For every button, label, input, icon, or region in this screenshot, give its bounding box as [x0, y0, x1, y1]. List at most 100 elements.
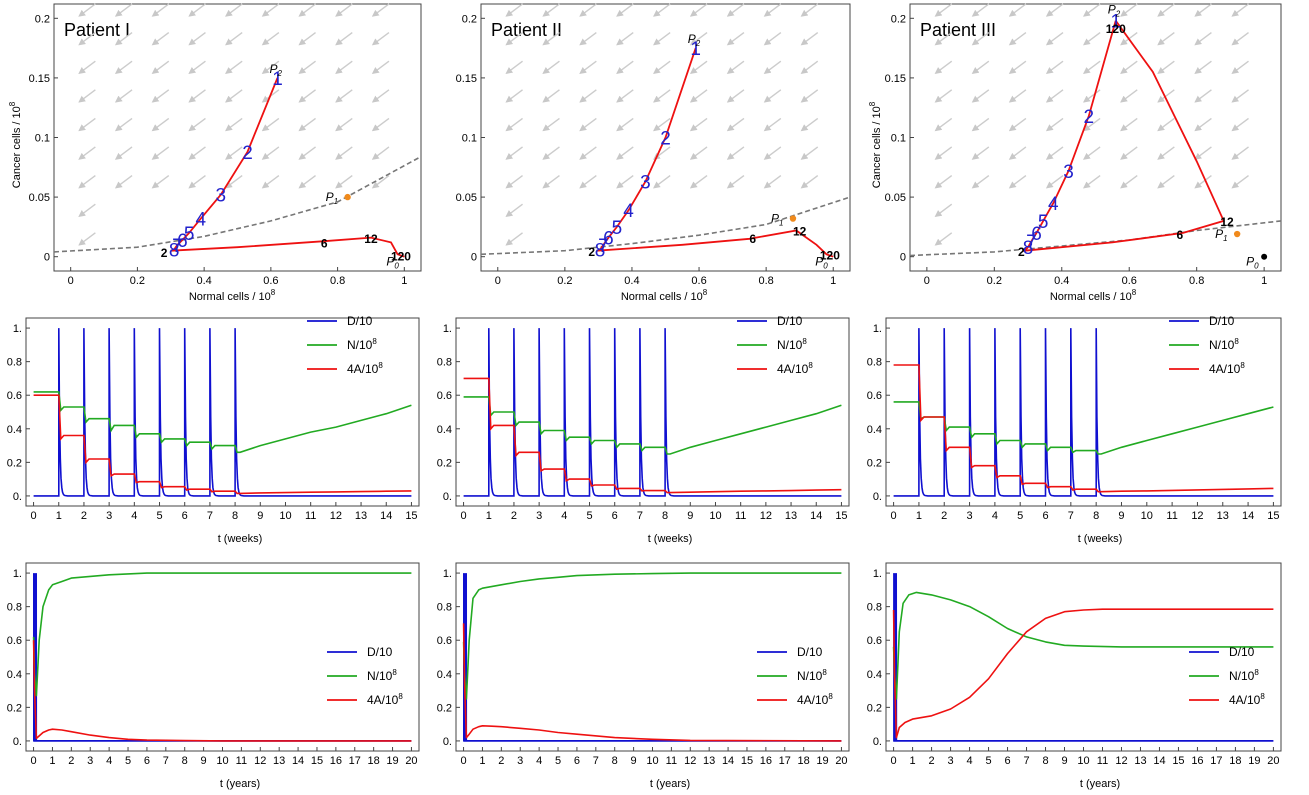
legend-label: 4A/108	[1209, 361, 1245, 376]
y-tick-label: 0.4	[437, 669, 452, 681]
x-tick-label: 0	[891, 755, 897, 767]
plot-frame	[455, 562, 850, 752]
stream-arrow	[763, 3, 782, 17]
stream-arrow	[689, 60, 708, 75]
y-tick-label: 0.2	[437, 457, 452, 469]
x-tick-label: 17	[349, 755, 361, 767]
plot-frame	[25, 562, 420, 752]
x-tick-label: 0.8	[330, 275, 345, 287]
stream-arrow	[78, 146, 96, 160]
stream-arrow	[188, 146, 206, 160]
x-tick-label: 0.6	[691, 275, 706, 287]
y-tick-label: 0.8	[867, 357, 882, 369]
y-tick-label: 0.4	[7, 424, 22, 436]
legend-label: N/108	[797, 668, 827, 683]
normal-cells-series	[32, 572, 412, 697]
stream-arrow	[1231, 117, 1249, 132]
stream-arrow	[1045, 175, 1064, 189]
stream-field	[934, 3, 1249, 246]
stream-arrow	[800, 3, 819, 17]
week-marker: 2	[1083, 107, 1094, 128]
x-tick-label: 8	[662, 510, 668, 522]
stream-arrow	[653, 175, 671, 189]
stream-arrow	[298, 89, 316, 103]
week-marker: 3	[640, 173, 651, 194]
time-marker: 6	[1176, 228, 1183, 242]
week-marker: 7	[1026, 232, 1037, 253]
phase-title-2: Patient II	[491, 20, 562, 40]
stream-arrow	[335, 146, 353, 160]
x-tick-label: 7	[593, 755, 599, 767]
stream-arrow	[542, 89, 560, 103]
plot-frame	[25, 317, 420, 507]
fixed-point-p1	[344, 193, 351, 201]
years-xlabel-2: t (years)	[650, 778, 690, 790]
x-tick-label: 3	[966, 510, 972, 522]
y-tick-label: 0.2	[867, 457, 882, 469]
x-tick-label: 4	[561, 510, 567, 522]
stream-arrow	[1231, 89, 1249, 103]
x-tick-label: 6	[1042, 510, 1048, 522]
legend-label-exp: 8	[372, 337, 377, 346]
stream-arrow	[298, 146, 316, 160]
x-tick-label: 13	[1217, 510, 1229, 522]
separatrix-line	[53, 155, 422, 253]
stream-arrow	[1120, 89, 1138, 103]
x-tick-label: 6	[1004, 755, 1010, 767]
y-tick-label: 0.6	[867, 635, 882, 647]
y-tick-label: 0.15	[456, 73, 477, 85]
normal-cells-series	[33, 391, 412, 454]
plot-frame	[885, 562, 1282, 752]
x-tick-label: 0	[460, 755, 466, 767]
y-tick-label: 0.	[13, 736, 22, 748]
stream-arrow	[800, 89, 819, 103]
years-panel-1: 0 1 2 3 4 5 6 7 8 9 10 11 12 13 14 15 16 17 18 19 200.0.20.4…	[7, 562, 420, 767]
x-tick-label: 12	[760, 510, 772, 522]
x-axis-label-3: Normal cells / 108	[1050, 288, 1137, 303]
legend-label: D/10	[777, 314, 803, 328]
stream-arrow	[1157, 60, 1175, 75]
years-plot-3: t (years)	[1080, 778, 1120, 790]
x-tick-label: 0	[460, 510, 466, 522]
x-tick-label: 5	[586, 510, 592, 522]
y-tick-label: 1.	[443, 323, 452, 335]
x-tick-label: 3	[106, 510, 112, 522]
dose-series	[33, 328, 412, 497]
x-tick-label: 6	[182, 510, 188, 522]
stream-arrow	[971, 32, 990, 46]
y-tick-label: 1.	[13, 568, 22, 580]
stream-arrow	[1083, 3, 1101, 17]
stream-arrow	[653, 89, 671, 103]
legend-label: 4A/108	[347, 361, 383, 376]
stream-arrow	[726, 60, 745, 75]
x-axis-label-1: Normal cells / 108	[189, 288, 276, 303]
stream-arrow	[1120, 117, 1138, 132]
legend-label-exp: 8	[808, 361, 813, 370]
x-tick-label: 8	[232, 510, 238, 522]
legend-label-exp: 8	[822, 668, 827, 677]
week-marker: 3	[216, 186, 227, 207]
stream-arrow	[763, 60, 782, 75]
x-tick-label: 14	[1242, 510, 1254, 522]
week-marker: 4	[196, 210, 207, 231]
x-tick-label: 14	[380, 510, 392, 522]
x-axis-label-2: Normal cells / 108	[621, 288, 708, 303]
x-tick-label: 5	[1017, 510, 1023, 522]
stream-arrow	[1231, 175, 1249, 189]
stream-arrow	[261, 60, 280, 75]
stream-arrow	[689, 89, 708, 103]
stream-arrow	[971, 60, 990, 75]
stream-arrow	[114, 175, 133, 189]
x-tick-label: 8	[182, 755, 188, 767]
x-tick-label: 3	[87, 755, 93, 767]
legend-label: N/108	[1209, 337, 1239, 352]
cancer-cells-series	[32, 640, 412, 742]
p0-label: P0	[1246, 255, 1259, 271]
phase-plot-1: Patient I Cancer cells / 108 Normal cell…	[8, 20, 276, 303]
x-tick-label: 15	[1172, 755, 1184, 767]
y-tick-label: 0.15	[885, 73, 906, 85]
x-tick-label: 13	[355, 510, 367, 522]
x-tick-label: 10	[1141, 510, 1153, 522]
stream-arrow	[616, 146, 634, 160]
